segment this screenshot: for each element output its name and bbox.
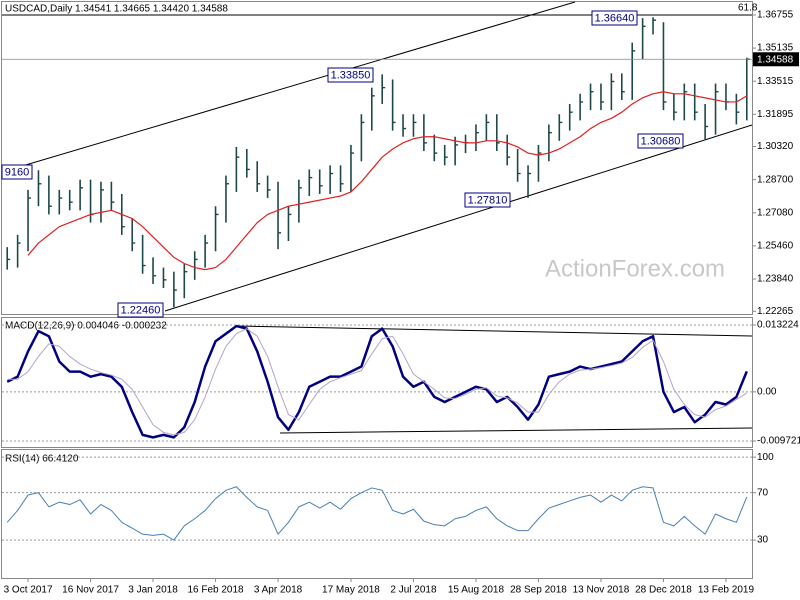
x-tick-label: 13 Nov 2018 — [573, 585, 630, 596]
macd-panel — [1, 317, 753, 448]
x-tick-label: 28 Dec 2018 — [635, 585, 692, 596]
annotation: 1.36640 — [595, 12, 635, 24]
x-tick-label: 3 Oct 2017 — [4, 585, 53, 596]
fib-label: 61.8 — [738, 3, 758, 14]
series-line — [6, 324, 748, 439]
y-tick-label: 0.00 — [757, 386, 777, 397]
last-price-tag — [753, 52, 799, 67]
y-tick-label: 1.22265 — [757, 306, 794, 317]
annotation: 9160 — [5, 166, 29, 178]
annotation-box — [327, 67, 374, 83]
x-tick-label: 15 Aug 2018 — [448, 585, 505, 596]
rsi-panel — [1, 449, 753, 579]
x-tick-label: 13 Feb 2019 — [698, 585, 755, 596]
annotation: 1.30680 — [641, 135, 681, 147]
y-tick-label: 1.28700 — [757, 174, 794, 185]
watermark: ActionForex.com — [545, 255, 725, 282]
annotation: 1.22460 — [121, 304, 161, 316]
channel-lower — [164, 124, 753, 312]
annotation-box — [464, 192, 511, 208]
annotation-box — [117, 302, 164, 318]
y-tick-label: 1.33515 — [757, 76, 794, 87]
annotation-box — [1, 164, 33, 180]
macd-title: MACD(12,26,9) 0.004046 -0.000232 — [5, 321, 167, 332]
x-tick-label: 28 Sep 2018 — [510, 585, 567, 596]
y-tick-label: 100 — [757, 452, 774, 463]
y-tick-label: 1.27080 — [757, 207, 794, 218]
macd-trend-upper — [236, 325, 753, 337]
moving-average — [27, 91, 748, 271]
x-tick-label: 17 May 2018 — [322, 585, 380, 596]
last-price-label: 1.34588 — [757, 54, 794, 65]
rsi-title: RSI(14) 66.4120 — [5, 454, 79, 465]
x-tick-label: 3 Jan 2018 — [128, 585, 178, 596]
price-title: USDCAD,Daily 1.34541 1.34665 1.34420 1.3… — [5, 4, 228, 15]
macd-trend-lower — [279, 427, 753, 434]
price-panel — [1, 1, 753, 315]
y-tick-label: 1.30320 — [757, 141, 794, 152]
annotation: 1.33850 — [331, 69, 371, 81]
y-tick-label: 70 — [757, 487, 769, 498]
y-tick-label: -0.009721 — [757, 436, 800, 447]
series-line — [7, 328, 748, 436]
x-tick-label: 3 Apr 2018 — [254, 585, 303, 596]
channel-upper — [1, 1, 576, 173]
x-tick-label: 16 Feb 2018 — [187, 585, 244, 596]
annotations: 1.36640 1.33850 9160 1.30680 1.27810 1.2… — [1, 10, 684, 318]
x-tick-label: 2 Jul 2018 — [390, 585, 437, 596]
y-tick-label: 1.31895 — [757, 109, 794, 120]
y-tick-label: 1.35135 — [757, 43, 794, 54]
y-tick-label: 1.25460 — [757, 241, 794, 252]
y-tick-label: 1.36755 — [757, 10, 794, 21]
y-tick-label: 1.23840 — [757, 274, 794, 285]
y-tick-label: 0.013224 — [757, 320, 799, 331]
y-tick-label: 30 — [757, 535, 769, 546]
x-tick-label: 16 Nov 2017 — [62, 585, 119, 596]
annotation-box — [637, 133, 684, 149]
annotation: 1.27810 — [468, 194, 508, 206]
plot: 3 Oct 2017 16 Nov 2017 3 Jan 2018 16 Feb 20… — [2, 10, 800, 596]
series-line — [6, 486, 748, 541]
annotation-box — [591, 10, 638, 26]
